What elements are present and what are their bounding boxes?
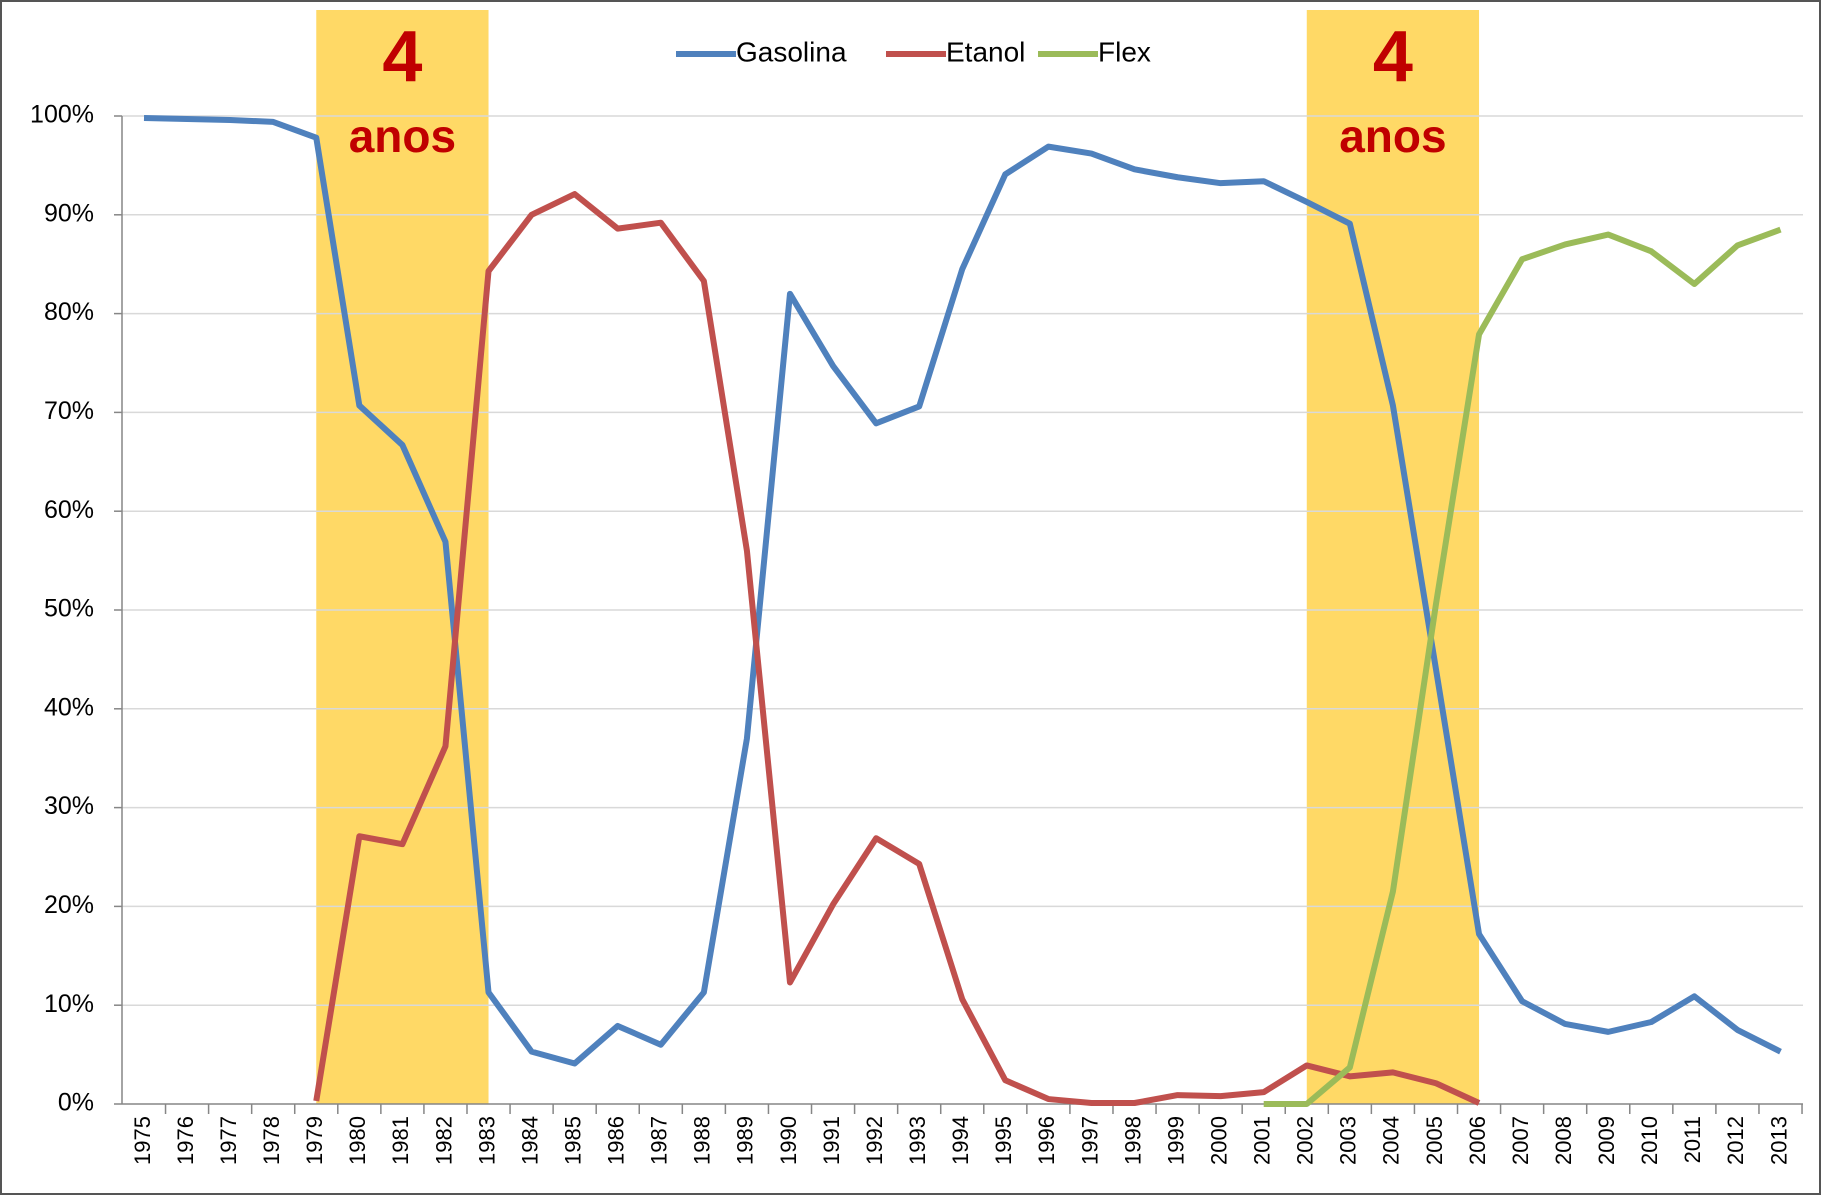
y-tick-label: 50% xyxy=(44,595,94,623)
x-tick-label: 1983 xyxy=(474,1116,499,1165)
x-tick-label: 1994 xyxy=(948,1116,973,1165)
x-tick-label: 1982 xyxy=(431,1116,456,1165)
y-tick-label: 100% xyxy=(30,101,94,129)
x-tick-label: 2003 xyxy=(1336,1116,1361,1165)
x-tick-label: 1978 xyxy=(259,1116,284,1165)
series-line xyxy=(313,191,1481,1107)
x-tick-label: 2004 xyxy=(1379,1116,1404,1165)
x-tick-label: 2001 xyxy=(1250,1116,1275,1165)
y-tick-label: 30% xyxy=(44,792,94,820)
x-tick-label: 2006 xyxy=(1465,1116,1490,1165)
x-tick-label: 2007 xyxy=(1508,1116,1533,1165)
legend-label: Gasolina xyxy=(736,36,847,67)
x-tick-label: 2012 xyxy=(1723,1116,1748,1165)
y-tick-label: 20% xyxy=(44,891,94,919)
legend-label: Flex xyxy=(1098,36,1151,67)
x-tick-label: 1975 xyxy=(130,1116,155,1165)
legend-label: Etanol xyxy=(946,36,1025,67)
x-tick-label: 1996 xyxy=(1034,1116,1059,1165)
x-tick-label: 1976 xyxy=(173,1116,198,1165)
highlight-band xyxy=(1306,10,1480,1104)
x-tick-label: 1981 xyxy=(388,1116,413,1165)
annotation-label: anos xyxy=(1339,110,1446,162)
x-tick-label: 1995 xyxy=(991,1116,1016,1165)
x-tick-label: 2013 xyxy=(1766,1116,1791,1165)
annotation-number: 4 xyxy=(1373,17,1413,97)
x-tick-label: 2011 xyxy=(1680,1116,1705,1163)
y-tick-label: 80% xyxy=(44,298,94,326)
x-tick-label: 1997 xyxy=(1077,1116,1102,1165)
annotation-number: 4 xyxy=(382,17,422,97)
x-tick-label: 1989 xyxy=(733,1116,758,1165)
y-tick-label: 40% xyxy=(44,693,94,721)
x-tick-label: 1992 xyxy=(862,1116,887,1165)
x-tick-label: 2000 xyxy=(1206,1116,1231,1165)
x-tick-label: 1980 xyxy=(345,1116,370,1165)
x-tick-label: 1986 xyxy=(604,1116,629,1165)
x-tick-label: 1990 xyxy=(776,1116,801,1165)
y-tick-label: 70% xyxy=(44,397,94,425)
x-tick-label: 1979 xyxy=(302,1116,327,1165)
x-tick-label: 1984 xyxy=(517,1116,542,1165)
x-tick-label: 1993 xyxy=(905,1116,930,1165)
x-tick-label: 1985 xyxy=(560,1116,585,1165)
x-tick-label: 2008 xyxy=(1551,1116,1576,1165)
x-tick-label: 2002 xyxy=(1293,1116,1318,1165)
y-tick-label: 0% xyxy=(58,1089,94,1117)
x-tick-label: 1999 xyxy=(1163,1116,1188,1165)
y-tick-label: 60% xyxy=(44,496,94,524)
x-tick-label: 1998 xyxy=(1120,1116,1145,1165)
annotation-label: anos xyxy=(349,110,456,162)
series-line xyxy=(143,114,1782,1067)
x-tick-label: 1988 xyxy=(690,1116,715,1165)
x-tick-label: 1977 xyxy=(216,1116,241,1165)
x-tick-label: 1991 xyxy=(819,1116,844,1165)
series-line xyxy=(1263,226,1782,1107)
x-tick-label: 2005 xyxy=(1422,1116,1447,1165)
y-tick-label: 90% xyxy=(44,199,94,227)
x-tick-label: 1987 xyxy=(647,1116,672,1165)
x-tick-label: 2009 xyxy=(1594,1116,1619,1165)
x-tick-label: 2010 xyxy=(1637,1116,1662,1165)
y-tick-label: 10% xyxy=(44,990,94,1018)
